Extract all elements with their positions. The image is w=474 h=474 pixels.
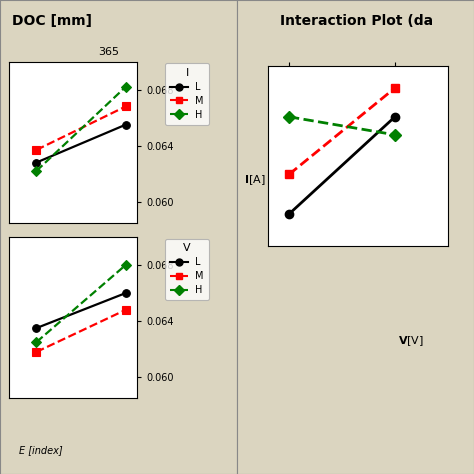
Text: L: L: [317, 66, 323, 76]
Legend: L, M, H: L, M, H: [165, 238, 209, 300]
Text: $\mathbf{I}$[A]: $\mathbf{I}$[A]: [244, 173, 265, 187]
Legend: L, M, H: L, M, H: [165, 63, 209, 125]
Text: Interaction Plot (da: Interaction Plot (da: [280, 14, 433, 28]
Text: $\mathbf{V}$[V]: $\mathbf{V}$[V]: [398, 334, 424, 348]
Text: DOC [mm]: DOC [mm]: [12, 14, 92, 28]
Text: E [index]: E [index]: [19, 445, 63, 455]
Text: 365: 365: [99, 47, 119, 57]
Text: M: M: [403, 66, 412, 76]
